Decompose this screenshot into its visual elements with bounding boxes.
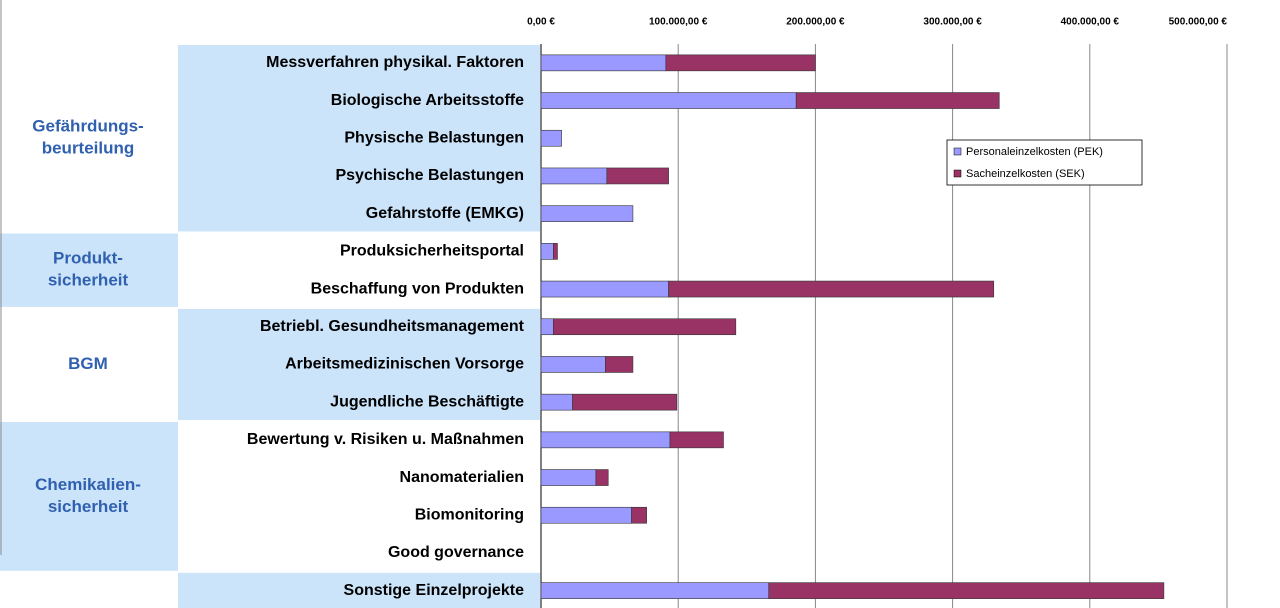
group-label: beurteilung	[42, 139, 135, 158]
bar-segment	[668, 280, 995, 298]
row-label: Gefahrstoffe (EMKG)	[366, 205, 524, 222]
row-label: Messverfahren physikal. Faktoren	[266, 54, 524, 71]
x-tick-label: 300.000,00 €	[923, 17, 982, 28]
bar-segment	[669, 431, 724, 449]
bar-segment	[540, 280, 669, 298]
bar-segment	[540, 431, 671, 449]
bar-segment	[572, 393, 678, 411]
bar-segment	[540, 582, 770, 599]
row-label: Biologische Arbeitsstoffe	[331, 92, 524, 109]
group-label: BGM	[68, 354, 108, 373]
bar-segment	[540, 356, 606, 373]
row-label: Betriebl. Gesundheitsmanagement	[260, 318, 525, 335]
group-background	[0, 422, 178, 571]
bar-segment	[631, 506, 647, 524]
x-tick-label: 100.000,00 €	[649, 17, 708, 28]
bar-segment	[540, 205, 634, 222]
row-label: Jugendliche Beschäftigte	[330, 393, 524, 410]
group-label: Gefährdungs-	[32, 117, 143, 136]
group-label: sicherheit	[48, 271, 129, 290]
bar-segment	[540, 469, 597, 486]
group-background	[178, 45, 540, 232]
x-tick-label: 500.000,00 €	[1169, 17, 1228, 28]
row-label: Physische Belastungen	[344, 129, 524, 146]
bar-segment	[768, 582, 1165, 599]
group-label: Produkt-	[53, 249, 123, 268]
group-background	[178, 572, 540, 608]
legend-swatch	[953, 169, 962, 178]
bar-segment	[795, 92, 1000, 109]
row-label: Beschaffung von Produkten	[311, 280, 524, 297]
legend-swatch	[953, 147, 962, 156]
bar-segment	[540, 92, 797, 109]
group-background	[0, 233, 178, 307]
legend-label: Personaleinzelkosten (PEK)	[966, 146, 1103, 158]
bar-segment	[540, 243, 554, 260]
group-label: sicherheit	[48, 497, 129, 516]
bar-segment	[540, 129, 562, 147]
bar-segment	[595, 469, 609, 486]
bar-segment	[665, 54, 816, 72]
group-background	[178, 308, 540, 420]
bar-segment	[540, 393, 573, 411]
bar-segment	[540, 167, 608, 185]
bar-segment	[606, 167, 669, 185]
bar-segment	[605, 356, 634, 373]
row-label: Bewertung v. Risiken u. Maßnahmen	[247, 431, 524, 448]
group-label: Chemikalien-	[35, 475, 141, 494]
bar-segment	[553, 318, 737, 336]
x-tick-label: 0,00 €	[527, 17, 555, 28]
bar-segment	[553, 243, 558, 260]
bar-segment	[540, 506, 632, 524]
bar-segment	[540, 318, 554, 336]
bar-segment	[540, 54, 667, 72]
x-tick-label: 200.000,00 €	[786, 17, 845, 28]
x-tick-label: 400.000,00 €	[1061, 17, 1120, 28]
row-label: Arbeitsmedizinischen Vorsorge	[285, 356, 524, 373]
row-label: Sonstige Einzelprojekte	[344, 582, 525, 599]
legend-label: Sacheinzelkosten (SEK)	[966, 168, 1085, 180]
row-label: Good governance	[388, 544, 524, 561]
row-label: Produksicherheitsportal	[340, 243, 524, 260]
row-label: Psychische Belastungen	[335, 167, 524, 184]
legend-box	[946, 139, 1143, 186]
row-label: Biomonitoring	[415, 506, 524, 523]
row-label: Nanomaterialien	[400, 469, 524, 486]
